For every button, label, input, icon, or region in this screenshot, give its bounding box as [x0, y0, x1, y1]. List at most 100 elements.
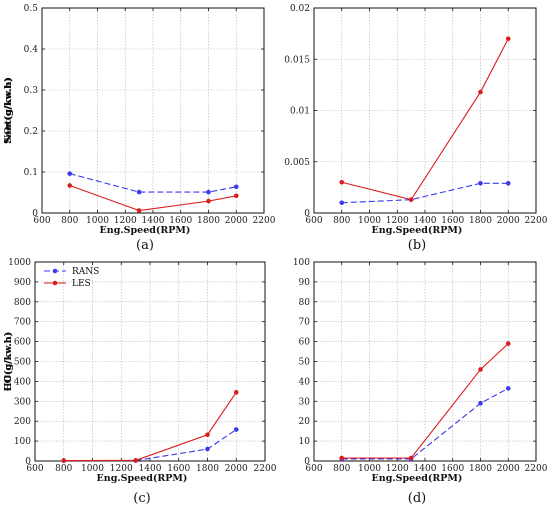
y-tick-label: 0.4 [24, 45, 39, 55]
rans-data-point [206, 189, 211, 195]
y-tick-label: 0 [304, 209, 310, 219]
y-tick-label: 0 [32, 209, 38, 219]
y-tick-label: 500 [14, 358, 31, 368]
x-axis-label: Eng.Speed(RPM) [372, 225, 463, 236]
y-tick-label: 80 [299, 298, 311, 308]
x-tick-label: 800 [55, 464, 72, 474]
legend-marker-rans [52, 268, 58, 274]
rans-data-point [136, 189, 142, 195]
les-data-point [408, 197, 414, 202]
x-tick-label: 1400 [414, 216, 437, 226]
legend-marker-les [52, 280, 58, 286]
x-tick-label: 1000 [81, 464, 104, 474]
x-tick-label: 600 [33, 216, 50, 226]
panel-label: (d) [408, 491, 426, 506]
x-tick-label: 1000 [358, 216, 381, 226]
x-tick-label: 2000 [497, 216, 520, 226]
les-series-line [63, 392, 237, 462]
rans-series-line [69, 173, 237, 193]
x-tick-label: 1400 [139, 464, 162, 474]
y-tick-label: 10 [299, 437, 311, 447]
rans-data-point [67, 171, 73, 176]
les-data-point [408, 455, 414, 461]
les-data-point [505, 36, 511, 42]
x-tick-label: 1800 [197, 216, 220, 226]
x-tick-label: 1800 [196, 464, 219, 474]
y-axis-label: Soot(g/kw.h) [3, 77, 14, 144]
rans-data-point [205, 446, 210, 452]
les-data-point [478, 367, 483, 372]
rans-data-point [233, 184, 239, 190]
y-tick-label: 60 [299, 338, 311, 348]
les-data-point [233, 390, 239, 395]
x-tick-label: 2200 [525, 464, 548, 474]
y-tick-label: 20 [299, 417, 311, 427]
y-tick-label: 0 [25, 457, 31, 467]
y-tick-label: 0.01 [290, 107, 310, 117]
x-tick-label: 1200 [110, 464, 133, 474]
y-tick-label: 0.005 [284, 158, 310, 168]
rans-data-point [478, 180, 483, 186]
rans-series-line [63, 429, 237, 462]
y-tick-label: 40 [299, 377, 311, 387]
les-data-point [505, 341, 511, 346]
x-tick-label: 1400 [142, 216, 165, 226]
y-tick-label: 0.02 [290, 4, 310, 14]
y-tick-label: 0.2 [24, 127, 38, 137]
y-tick-label: 50 [299, 358, 311, 368]
x-tick-label: 600 [305, 464, 322, 474]
y-axis-label: NOx(g/kw.h) [3, 78, 14, 144]
x-tick-label: 1000 [86, 216, 109, 226]
rans-data-point [505, 180, 511, 186]
y-tick-label: 200 [14, 417, 31, 427]
rans-data-point [233, 427, 239, 432]
rans-data-point [478, 400, 483, 406]
y-tick-label: 900 [14, 278, 31, 288]
y-tick-label: 0.5 [24, 4, 39, 14]
x-tick-label: 1600 [441, 464, 464, 474]
les-data-point [136, 208, 142, 213]
x-tick-label: 2000 [225, 464, 248, 474]
y-tick-label: 700 [14, 318, 31, 328]
x-tick-label: 1200 [386, 464, 409, 474]
x-axis-label: Eng.Speed(RPM) [372, 473, 463, 484]
les-data-point [339, 455, 345, 461]
les-series-line [69, 185, 237, 212]
rans-series-line [341, 182, 509, 204]
chart-panel-4: 600 800 1000 1200 1400 1600 1800 2000 2200010203… [3, 258, 548, 506]
x-tick-label: 600 [305, 216, 322, 226]
y-tick-label: 600 [14, 338, 31, 348]
x-tick-label: 1800 [469, 464, 492, 474]
panel-label: (b) [408, 238, 426, 253]
x-tick-label: 600 [26, 464, 43, 474]
les-series-line [341, 343, 509, 459]
x-tick-label: 800 [61, 216, 78, 226]
y-tick-label: 0 [304, 457, 310, 467]
y-tick-label: 800 [14, 298, 31, 308]
x-tick-label: 1600 [441, 216, 464, 226]
rans-data-point [339, 200, 345, 206]
chart-panel-1: 600 800 1000 1200 1400 1600 1800 2000 2200 0 0.1 0.… [3, 4, 276, 253]
les-data-point [61, 458, 67, 463]
y-tick-label: 100 [293, 258, 310, 268]
x-tick-label: 1600 [167, 464, 190, 474]
rans-data-point [505, 386, 511, 391]
chart-panel-3: 600 800 1000 1200 1400 1600 1800 2000 2200 0 100 20… [3, 258, 277, 506]
x-tick-label: 2200 [254, 464, 277, 474]
panel-label: (a) [136, 238, 154, 253]
les-data-point [233, 193, 239, 199]
x-tick-label: 2200 [253, 216, 276, 226]
y-tick-label: 1000 [8, 258, 31, 268]
x-tick-label: 2200 [525, 216, 548, 226]
y-axis-label: CO(g/kw.h) [3, 332, 14, 391]
x-tick-label: 1800 [469, 216, 492, 226]
legend: RANS LES [44, 267, 99, 289]
x-tick-label: 1200 [386, 216, 409, 226]
x-axis-label: Eng.Speed(RPM) [97, 473, 188, 484]
y-tick-label: 100 [14, 437, 31, 447]
x-axis-label: Eng.Speed(RPM) [100, 225, 191, 236]
x-tick-label: 2000 [497, 464, 520, 474]
y-tick-label: 300 [14, 397, 31, 407]
les-data-point [67, 183, 73, 188]
